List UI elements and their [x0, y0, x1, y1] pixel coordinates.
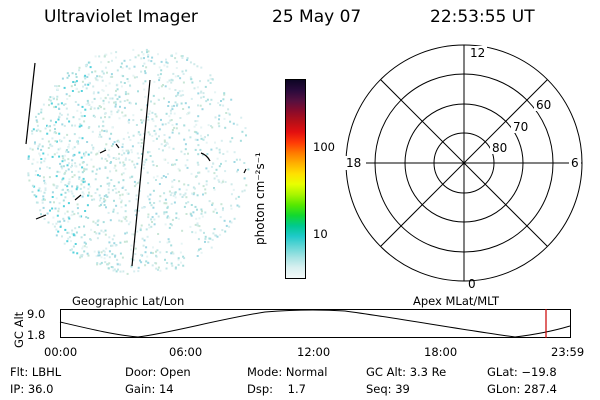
- time-tick-2359: 23:59: [551, 345, 585, 359]
- meta-glat: GLat: −19.8: [487, 365, 557, 379]
- time-tick-1800: 18:00: [424, 345, 458, 359]
- strip-frame: [60, 309, 571, 338]
- meta-dsp: Dsp: 1.7: [247, 382, 306, 396]
- time-tick-0000: 00:00: [44, 345, 78, 359]
- altitude-curve: [59, 309, 571, 338]
- mlt-label-12: 12: [470, 46, 485, 60]
- strip-y-axis-label: GC Alt: [12, 311, 26, 348]
- colorbar-unit-label: photon cm⁻²s⁻¹: [253, 152, 267, 245]
- meta-door: Door: Open: [125, 365, 191, 379]
- coastline-lines: [25, 62, 247, 267]
- time-label: 22:53:55 UT: [430, 7, 535, 27]
- meta-seq: Seq: 39: [366, 382, 410, 396]
- colorbar: [285, 79, 306, 279]
- colorbar-tick-10: 10: [313, 227, 328, 241]
- meta-mode: Mode: Normal: [247, 365, 328, 379]
- lat-label-80: 80: [492, 141, 507, 155]
- lat-label-60: 60: [536, 98, 551, 112]
- geo-dot-field: [27, 48, 250, 275]
- strip-y-tick-top: 9.0: [27, 307, 46, 321]
- time-tick-0600: 06:00: [169, 345, 203, 359]
- strip-y-tick-bottom: 1.8: [27, 328, 46, 342]
- polar-diagonal-2: [380, 79, 548, 247]
- meta-glon: GLon: 287.4: [487, 382, 557, 396]
- instrument-title: Ultraviolet Imager: [44, 7, 198, 27]
- meta-ip: IP: 36.0: [10, 382, 54, 396]
- colorbar-tick-100: 100: [313, 140, 335, 154]
- geographic-image: [25, 48, 250, 275]
- mlt-label-6: 6: [571, 156, 579, 170]
- date-label: 25 May 07: [272, 7, 362, 27]
- lat-label-70: 70: [513, 120, 528, 134]
- polar-plot: 12 18 6 0 60 70 80: [344, 44, 583, 291]
- time-tick-1200: 12:00: [297, 345, 331, 359]
- meta-gc-alt: GC Alt: 3.3 Re: [366, 365, 447, 379]
- altitude-strip-plot: [59, 309, 571, 338]
- strip-left-title: Geographic Lat/Lon: [72, 294, 185, 308]
- meta-flt: Flt: LBHL: [10, 365, 62, 379]
- mlt-label-18: 18: [346, 156, 361, 170]
- mlt-label-0: 0: [468, 277, 476, 291]
- meta-gain: Gain: 14: [125, 382, 174, 396]
- strip-right-title: Apex MLat/MLT: [413, 294, 500, 308]
